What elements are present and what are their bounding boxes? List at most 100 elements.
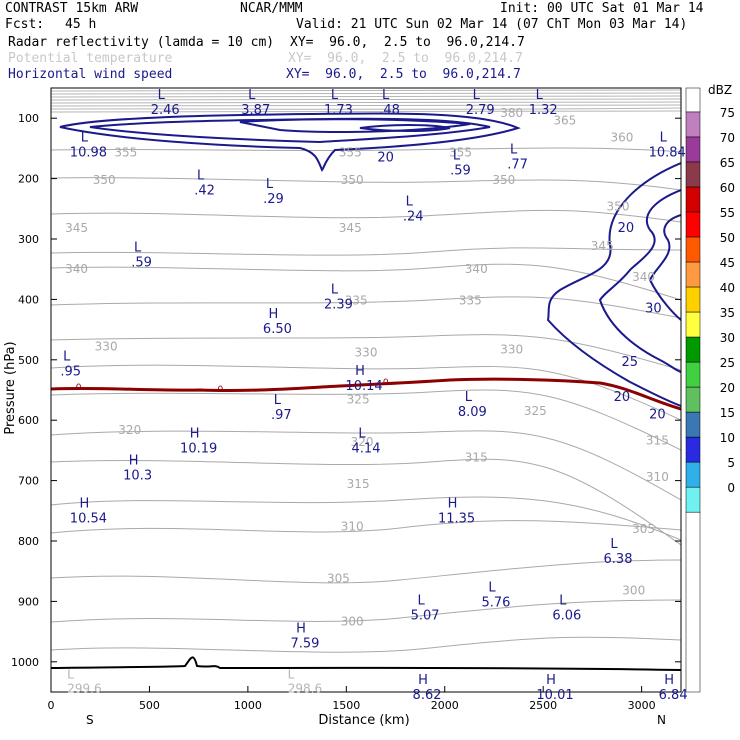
extremum-type: L: [331, 283, 339, 298]
extremum-value: .95: [60, 365, 81, 380]
wind-label: 20: [614, 390, 631, 405]
extremum-type: L: [465, 390, 473, 405]
colorbar-level: 10: [720, 431, 735, 445]
colorbar-swatch: [685, 511, 701, 693]
extremum-value: 10.54: [70, 511, 107, 526]
theta-label: 330: [355, 346, 378, 360]
extremum-value: 5.76: [481, 595, 510, 610]
colorbar-level: 0: [727, 481, 735, 495]
wind-label: 20: [377, 150, 394, 165]
extremum-type: L: [274, 393, 282, 408]
y-tick-label: 600: [18, 414, 39, 427]
extremum-type: H: [664, 673, 674, 688]
extremum-value: 6.50: [263, 322, 292, 337]
theta-dense-lines: [51, 89, 681, 113]
extremum-value: 2.39: [324, 298, 353, 313]
extremum-value: .48: [379, 103, 400, 118]
theta-isentropes: [51, 147, 681, 653]
y-tick-label: 300: [18, 233, 39, 246]
theta-label: 355: [449, 146, 472, 160]
extremum-type: L: [81, 130, 89, 145]
extremum-type: H: [296, 621, 306, 636]
theta-label: 330: [500, 343, 523, 357]
extremum-type: H: [269, 307, 279, 322]
x-tick-label: 2000: [431, 699, 459, 712]
extremum-value: 6.06: [552, 609, 581, 624]
theta-label: 310: [646, 470, 669, 484]
colorbar-level: 65: [720, 156, 735, 170]
center-label: NCAR/MMM: [240, 1, 303, 16]
theta-label: 350: [341, 173, 364, 187]
theta-label: 315: [646, 434, 669, 448]
surface-value: 298.6: [288, 682, 322, 696]
y-tick-label: 800: [18, 535, 39, 548]
theta-label: 360: [610, 131, 633, 145]
extremum-value: 4.14: [352, 441, 381, 456]
extremum-value: 7.59: [290, 636, 319, 651]
surface-type: L: [67, 668, 74, 682]
y-tick-label: 700: [18, 475, 39, 488]
theta-label: 300: [341, 614, 364, 628]
y-axis-label: Pressure (hPa): [3, 341, 18, 434]
theta-label: 350: [93, 173, 116, 187]
surface-value: 299.6: [67, 682, 101, 696]
colorbar-swatch: [685, 211, 701, 238]
colorbar-level: 40: [720, 281, 735, 295]
extremum-type: L: [63, 350, 71, 365]
model-title: CONTRAST 15km ARW: [5, 1, 139, 16]
forecast-label: Fcst:: [5, 17, 45, 32]
theta-label: 380: [500, 106, 523, 120]
y-tick-label: 400: [18, 293, 39, 306]
colorbar-level: 25: [720, 356, 735, 370]
theta-label: 365: [553, 114, 576, 128]
theta-label: 340: [632, 270, 655, 284]
colorbar-swatch: [685, 436, 701, 463]
theta-label: 315: [347, 477, 370, 491]
extremum-value: .97: [271, 408, 292, 423]
x-axis-label: Distance (km): [318, 713, 409, 728]
extremum-value: 10.14: [345, 379, 382, 394]
wind-label: 20: [649, 408, 666, 423]
extremum-value: 3.87: [241, 103, 270, 118]
y-tick-label: 100: [18, 112, 39, 125]
theta-label: 350: [607, 199, 630, 213]
extremum-type: L: [610, 537, 618, 552]
theta-label: 305: [632, 522, 655, 536]
extremum-value: 8.09: [458, 405, 487, 420]
freezing-level-line: [51, 377, 681, 411]
endpoint-right: N: [657, 713, 666, 727]
colorbar-swatch: [685, 236, 701, 263]
extremum-type: L: [536, 88, 544, 103]
extremum-value: 2.46: [151, 103, 180, 118]
theta-label: 335: [345, 294, 368, 308]
extremum-type: L: [266, 177, 274, 192]
extremum-value: 8.62: [413, 688, 442, 703]
theta-label: 330: [95, 340, 118, 354]
theta-label: 310: [341, 520, 364, 534]
field3-xy: XY= 96.0, 2.5 to 96.0,214.7: [286, 67, 521, 82]
extremum-type: H: [190, 426, 200, 441]
x-tick-label: 0: [48, 699, 55, 712]
colorbar-level: 5: [727, 456, 735, 470]
colorbar-swatch: [685, 186, 701, 213]
colorbar-swatch: [685, 461, 701, 488]
extremum-type: H: [418, 673, 428, 688]
freezing-label: 0: [217, 385, 223, 395]
colorbar-level: 50: [720, 231, 735, 245]
theta-label: 345: [339, 221, 362, 235]
theta-label: 300: [622, 584, 645, 598]
endpoint-left: S: [86, 713, 94, 727]
colorbar-level: 35: [720, 306, 735, 320]
colorbar-unit: dBZ: [708, 83, 732, 97]
extremum-value: .59: [131, 255, 152, 270]
surface-type: L: [288, 668, 295, 682]
extremum-type: L: [473, 88, 481, 103]
colorbar-swatch: [685, 87, 701, 113]
theta-label: 315: [465, 451, 488, 465]
extremum-type: L: [248, 88, 256, 103]
extremum-type: H: [546, 673, 556, 688]
colorbar-swatch: [685, 286, 701, 313]
wind-contours: [59, 112, 681, 407]
colorbar-level: 70: [720, 131, 735, 145]
